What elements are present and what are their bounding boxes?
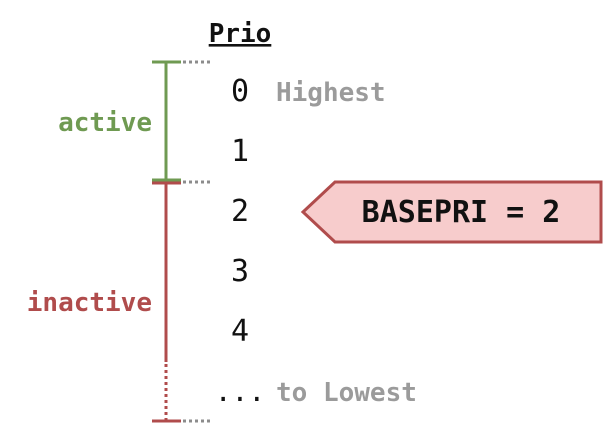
priority-note-lowest: to Lowest: [276, 378, 417, 408]
priority-value: 0: [231, 74, 249, 109]
priority-list: 0 1 2 3 4 ...: [215, 74, 266, 408]
inactive-label: inactive: [27, 288, 152, 318]
priority-value: 1: [231, 134, 249, 169]
priority-value: 3: [231, 254, 249, 289]
basepri-callout-arrow-shape: [300, 180, 603, 244]
basepri-callout: BASEPRI = 2: [300, 180, 603, 244]
active-bracket: [152, 60, 181, 182]
dotted-separators: [183, 60, 212, 423]
priority-note-highest: Highest: [276, 78, 386, 108]
priority-value: 2: [231, 194, 249, 229]
active-label: active: [58, 108, 152, 138]
priority-value-ellipsis: ...: [215, 375, 266, 408]
priority-value: 4: [231, 314, 249, 349]
basepri-callout-label: BASEPRI = 2: [362, 195, 561, 230]
inactive-bracket: [152, 181, 181, 423]
column-header-prio: Prio: [209, 19, 272, 49]
